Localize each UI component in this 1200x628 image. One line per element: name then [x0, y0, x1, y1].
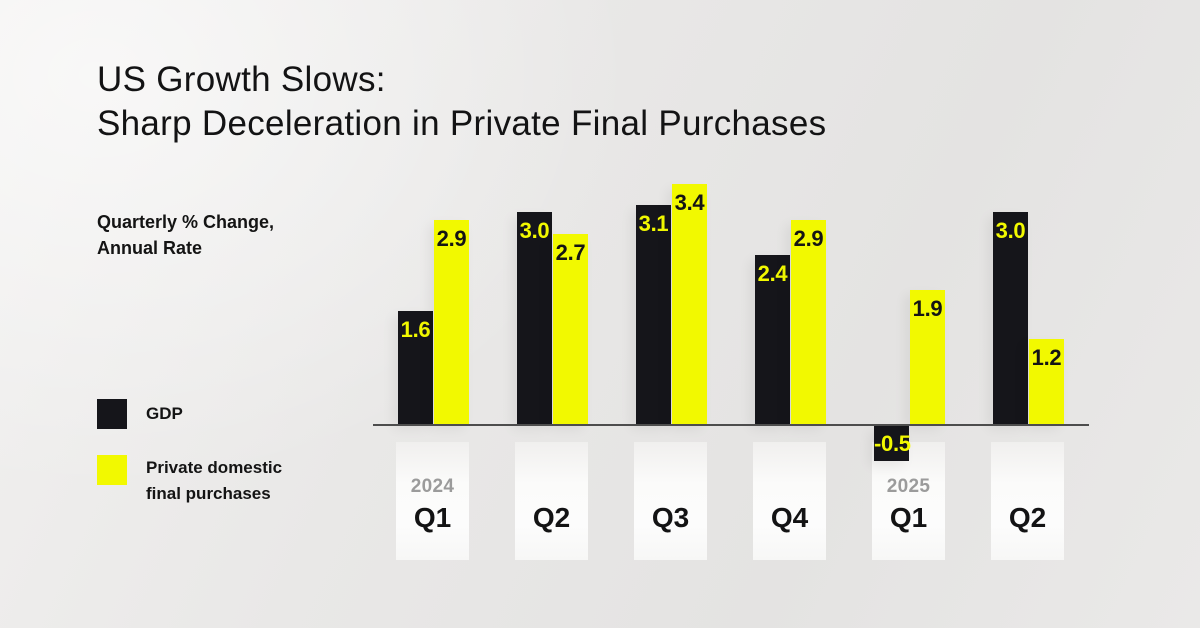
gdp-bar: -0.5	[874, 426, 911, 461]
pdfp-color-swatch	[97, 455, 127, 485]
bar-value-label: 3.1	[638, 211, 669, 236]
quarter-panel: Q4	[753, 442, 826, 560]
bar-value-label: 3.0	[995, 218, 1026, 243]
pdfp-bar: 3.4	[672, 184, 707, 424]
bar-value-label: 3.0	[519, 218, 550, 243]
pdfp-bar: 2.9	[434, 220, 469, 424]
quarter-panel: 2024 Q1	[396, 442, 469, 560]
year-label: 2025	[886, 476, 931, 497]
quarter-label: Q2	[1008, 502, 1047, 533]
year-label: 2024	[410, 476, 455, 497]
quarter-panel: Q2	[515, 442, 588, 560]
pdfp-legend-line-2: final purchases	[146, 484, 271, 503]
x-axis-line	[373, 424, 1089, 426]
gdp-bar: 3.0	[517, 212, 552, 424]
pdfp-legend-label: Private domestic final purchases	[146, 455, 282, 507]
subtitle-line-1: Quarterly % Change,	[97, 212, 275, 232]
bar-value-label: 2.7	[555, 240, 586, 265]
page-title: US Growth Slows: Sharp Deceleration in Pr…	[97, 58, 826, 146]
bar-value-label: 3.4	[674, 190, 705, 215]
quarter-panel: Q2	[991, 442, 1064, 560]
pdfp-bar: 1.9	[910, 290, 945, 424]
legend-item-gdp: GDP	[97, 399, 183, 429]
gdp-bar: 1.6	[398, 311, 433, 424]
bar-value-label: 2.4	[757, 261, 788, 286]
gdp-bar: 2.4	[755, 255, 790, 424]
quarter-label: Q3	[651, 502, 690, 533]
gdp-color-swatch	[97, 399, 127, 429]
quarter-panel: 2025 Q1	[872, 442, 945, 560]
title-line-1: US Growth Slows:	[97, 60, 386, 99]
quarter-panel: Q3	[634, 442, 707, 560]
bar-value-label: 1.9	[912, 296, 943, 321]
subtitle-line-2: Annual Rate	[97, 238, 203, 258]
gdp-bar: 3.0	[993, 212, 1028, 424]
pdfp-legend-line-1: Private domestic	[146, 458, 283, 477]
bar-value-label: 1.2	[1031, 345, 1062, 370]
quarter-label: Q1	[889, 502, 928, 533]
quarter-label: Q1	[413, 502, 452, 533]
title-line-2: Sharp Deceleration in Private Final Purc…	[97, 104, 827, 143]
pdfp-bar: 2.7	[553, 234, 588, 424]
bar-value-label: 2.9	[436, 226, 467, 251]
bar-value-label: 1.6	[400, 317, 431, 342]
gdp-bar: 3.1	[636, 205, 671, 424]
quarter-label: Q2	[532, 502, 571, 533]
pdfp-bar: 1.2	[1029, 339, 1064, 424]
quarter-label: Q4	[770, 502, 809, 533]
axis-unit-note: Quarterly % Change, Annual Rate	[97, 209, 274, 261]
legend-item-pdfp: Private domestic final purchases	[97, 455, 282, 507]
pdfp-bar: 2.9	[791, 220, 826, 424]
bar-value-label: -0.5	[874, 431, 911, 456]
bar-value-label: 2.9	[793, 226, 824, 251]
gdp-legend-label: GDP	[146, 404, 183, 423]
